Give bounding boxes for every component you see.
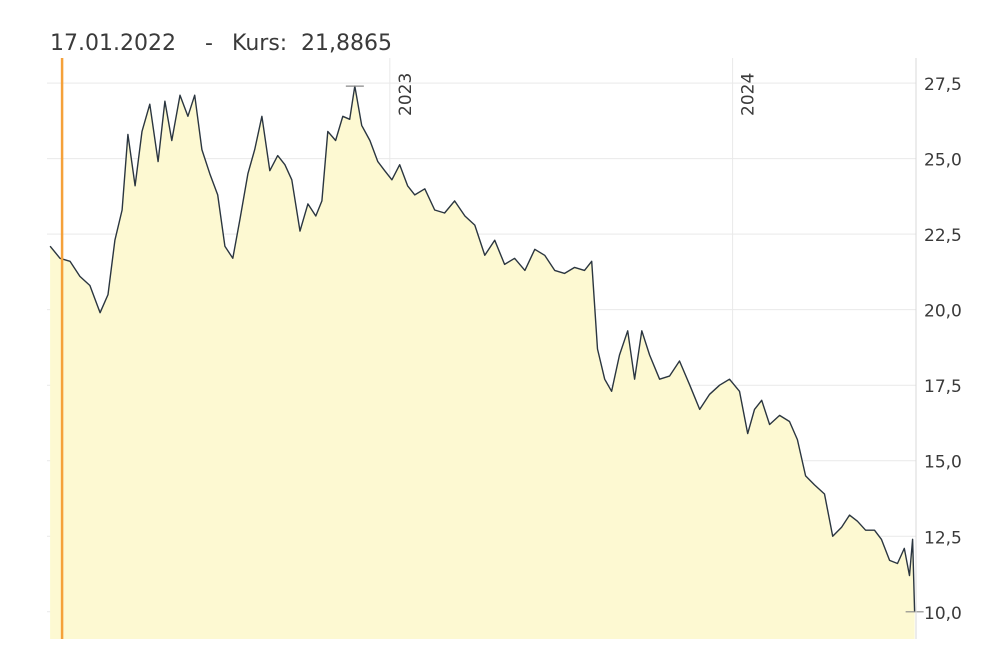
x-tick-label: 2023 — [396, 73, 416, 116]
y-tick-label: 15,0 — [924, 453, 962, 473]
price-line — [49, 85, 916, 612]
chart-header: 17.01.2022 - Kurs: 21,8865 — [50, 31, 392, 56]
x-tick-label: 2024 — [739, 73, 759, 116]
y-tick-label: 12,5 — [924, 528, 962, 548]
area-fill — [50, 86, 915, 640]
y-tick-label: 10,0 — [924, 604, 962, 624]
y-tick-label: 27,5 — [924, 75, 962, 95]
header-value: 21,8865 — [301, 31, 392, 56]
y-tick-label: 17,5 — [924, 377, 962, 397]
y-tick-label: 22,5 — [924, 226, 962, 246]
y-tick-label: 20,0 — [924, 302, 962, 322]
header-separator: - — [205, 31, 213, 56]
header-date: 17.01.2022 — [50, 31, 176, 56]
y-tick-label: 25,0 — [924, 151, 962, 171]
header-label: Kurs: — [232, 31, 287, 56]
